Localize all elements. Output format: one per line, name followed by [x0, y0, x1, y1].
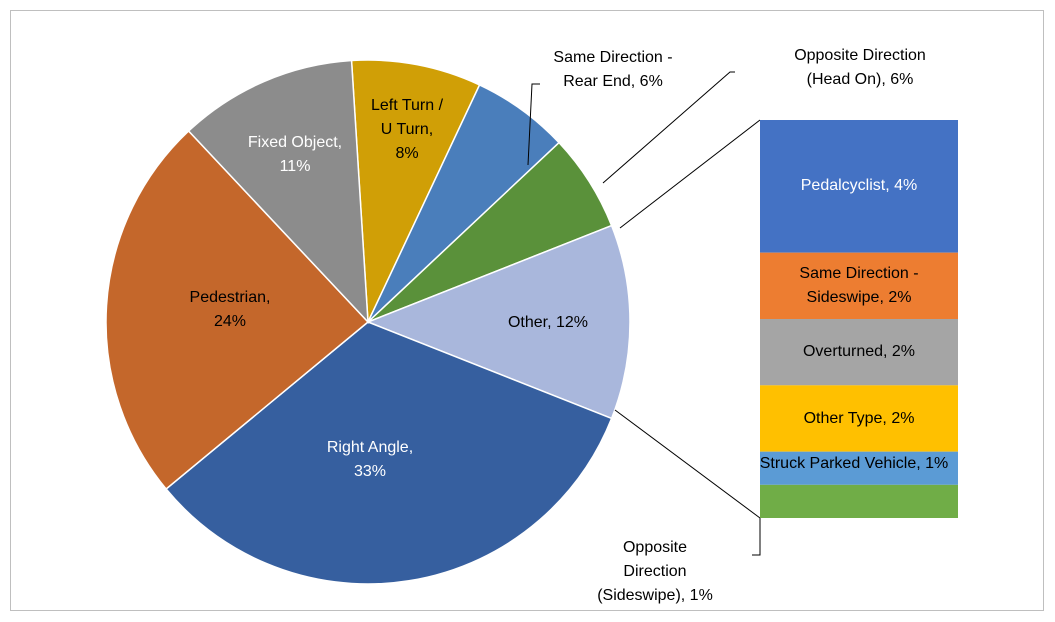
- pie-slice: [350, 59, 481, 323]
- bar-segment: [760, 319, 958, 386]
- data-label: Right Angle, 33%: [326, 439, 414, 480]
- bar-segment: [760, 484, 958, 518]
- leader-line: [527, 83, 540, 166]
- data-label: Opposite Direction (Sideswipe), 1%: [597, 539, 713, 604]
- bar-segment: [760, 120, 958, 253]
- data-label: Opposite Direction (Head On), 6%: [794, 47, 926, 88]
- data-label: Same Direction - Sideswipe, 2%: [799, 264, 919, 306]
- data-label: Other Type, 2%: [803, 409, 915, 427]
- chart-frame: [10, 10, 1044, 611]
- pie-slice: [105, 129, 370, 491]
- data-label: Pedalcyclist, 4%: [800, 177, 918, 195]
- bar-segment: [760, 252, 958, 319]
- data-label: Same Direction - Rear End, 6%: [553, 49, 673, 90]
- connector-line: [619, 119, 761, 229]
- data-label: Struck Parked Vehicle, 1%: [759, 455, 949, 473]
- leader-line: [602, 71, 735, 184]
- bar-segment: [760, 385, 958, 452]
- data-label: Fixed Object, 11%: [247, 134, 343, 175]
- data-label: Other, 12%: [507, 314, 589, 331]
- connector-line: [614, 409, 761, 519]
- bar-segment: [760, 451, 958, 485]
- pie-slice: [165, 321, 613, 585]
- pie-slice: [365, 224, 631, 420]
- data-label: Overturned, 2%: [802, 343, 916, 361]
- leader-line: [752, 518, 761, 556]
- data-label: Left Turn / U Turn, 8%: [370, 97, 444, 162]
- data-label: Pedestrian, 24%: [189, 289, 271, 330]
- pie-slice: [187, 59, 369, 325]
